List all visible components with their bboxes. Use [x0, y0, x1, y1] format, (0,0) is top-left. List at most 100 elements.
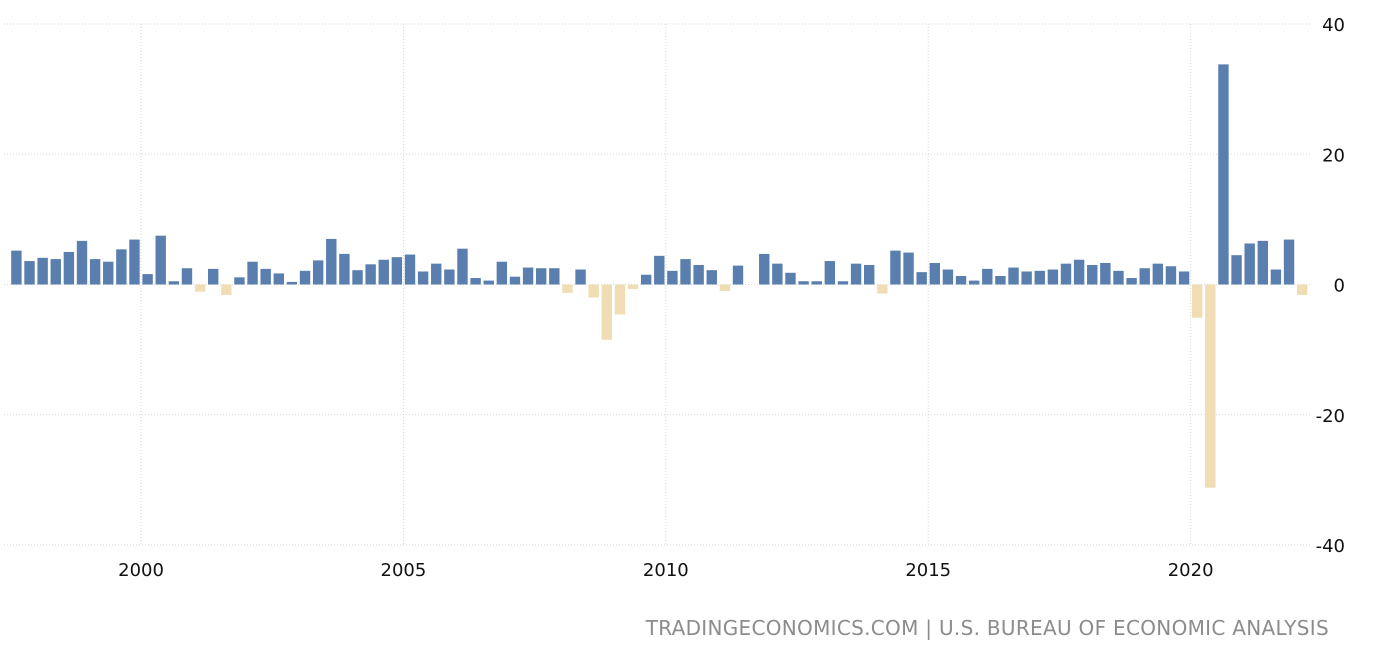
bar[interactable]	[404, 254, 416, 285]
bar[interactable]	[614, 284, 626, 315]
bar[interactable]	[50, 259, 61, 285]
bar[interactable]	[1087, 264, 1098, 285]
bar[interactable]	[942, 269, 954, 285]
bar[interactable]	[1100, 263, 1111, 285]
bar[interactable]	[929, 263, 940, 285]
bar[interactable]	[877, 284, 888, 294]
bar[interactable]	[286, 281, 298, 285]
bar[interactable]	[312, 260, 324, 285]
bar[interactable]	[155, 235, 166, 285]
bar[interactable]	[837, 281, 849, 285]
bar[interactable]	[1165, 266, 1177, 285]
bar[interactable]	[1021, 271, 1032, 285]
bar[interactable]	[772, 263, 783, 285]
bar[interactable]	[903, 252, 914, 285]
bar[interactable]	[496, 261, 508, 285]
bar[interactable]	[719, 284, 731, 292]
bar[interactable]	[1205, 284, 1216, 488]
bar[interactable]	[431, 263, 442, 285]
bar[interactable]	[601, 284, 612, 340]
bar[interactable]	[522, 267, 534, 285]
bar[interactable]	[667, 270, 678, 285]
bar[interactable]	[444, 269, 455, 285]
bar[interactable]	[916, 272, 927, 285]
bar[interactable]	[1152, 263, 1164, 285]
bar[interactable]	[575, 269, 586, 285]
bar[interactable]	[181, 268, 193, 285]
bar[interactable]	[168, 281, 180, 285]
bar[interactable]	[1244, 243, 1255, 285]
bar[interactable]	[640, 274, 652, 285]
bar[interactable]	[273, 273, 284, 285]
bar[interactable]	[798, 281, 809, 285]
bar[interactable]	[1126, 277, 1137, 285]
bar[interactable]	[76, 240, 88, 285]
bar[interactable]	[24, 261, 35, 285]
bar[interactable]	[63, 251, 75, 285]
bar[interactable]	[850, 263, 862, 285]
bar[interactable]	[378, 259, 389, 285]
y-tick-label: -20	[1316, 406, 1345, 427]
bar[interactable]	[864, 264, 875, 285]
bar[interactable]	[811, 281, 822, 285]
bar[interactable]	[457, 248, 468, 285]
bar[interactable]	[417, 271, 429, 285]
bar[interactable]	[693, 264, 704, 285]
bar[interactable]	[11, 250, 22, 285]
bar[interactable]	[299, 270, 311, 285]
bar[interactable]	[142, 274, 153, 285]
bar[interactable]	[1296, 284, 1308, 295]
bar[interactable]	[129, 239, 140, 285]
bar[interactable]	[1139, 268, 1150, 285]
bar[interactable]	[326, 238, 337, 285]
bar[interactable]	[824, 261, 836, 285]
bar[interactable]	[339, 253, 350, 285]
bar[interactable]	[536, 268, 547, 285]
bar[interactable]	[1073, 259, 1085, 285]
bar[interactable]	[1113, 270, 1124, 285]
bar[interactable]	[391, 257, 403, 285]
bar[interactable]	[759, 253, 770, 285]
bar[interactable]	[549, 268, 560, 285]
bar[interactable]	[116, 249, 127, 285]
bar[interactable]	[955, 276, 967, 285]
bar[interactable]	[103, 261, 114, 285]
source-attribution: TRADINGECONOMICS.COM | U.S. BUREAU OF EC…	[645, 616, 1329, 640]
bar[interactable]	[1192, 284, 1203, 318]
bar[interactable]	[785, 272, 796, 285]
bar[interactable]	[1270, 269, 1282, 285]
bar[interactable]	[1060, 263, 1072, 285]
bar[interactable]	[706, 270, 717, 285]
bar[interactable]	[260, 268, 271, 285]
bar[interactable]	[1034, 270, 1045, 285]
bar[interactable]	[234, 277, 245, 285]
bar[interactable]	[208, 268, 219, 285]
bar[interactable]	[982, 268, 993, 285]
bar[interactable]	[732, 265, 744, 285]
bar[interactable]	[352, 270, 363, 285]
bar[interactable]	[1008, 267, 1019, 285]
bar[interactable]	[968, 280, 980, 285]
bar[interactable]	[509, 276, 521, 285]
bar[interactable]	[1231, 255, 1242, 285]
bar[interactable]	[627, 284, 639, 290]
bar[interactable]	[588, 284, 599, 298]
bar[interactable]	[890, 250, 901, 285]
bar[interactable]	[194, 284, 206, 292]
bar[interactable]	[470, 277, 481, 285]
bar[interactable]	[1218, 64, 1229, 285]
bar[interactable]	[247, 261, 258, 285]
bar[interactable]	[221, 284, 232, 295]
bar[interactable]	[654, 255, 665, 285]
bar[interactable]	[1178, 271, 1190, 285]
bar[interactable]	[1257, 240, 1268, 285]
bar[interactable]	[483, 280, 494, 285]
bar[interactable]	[562, 284, 573, 293]
bar[interactable]	[995, 276, 1006, 285]
bar[interactable]	[1283, 239, 1295, 285]
bar[interactable]	[365, 264, 376, 285]
bar[interactable]	[37, 257, 48, 285]
bar[interactable]	[680, 259, 691, 285]
bar[interactable]	[89, 259, 101, 285]
bar[interactable]	[1047, 269, 1059, 285]
